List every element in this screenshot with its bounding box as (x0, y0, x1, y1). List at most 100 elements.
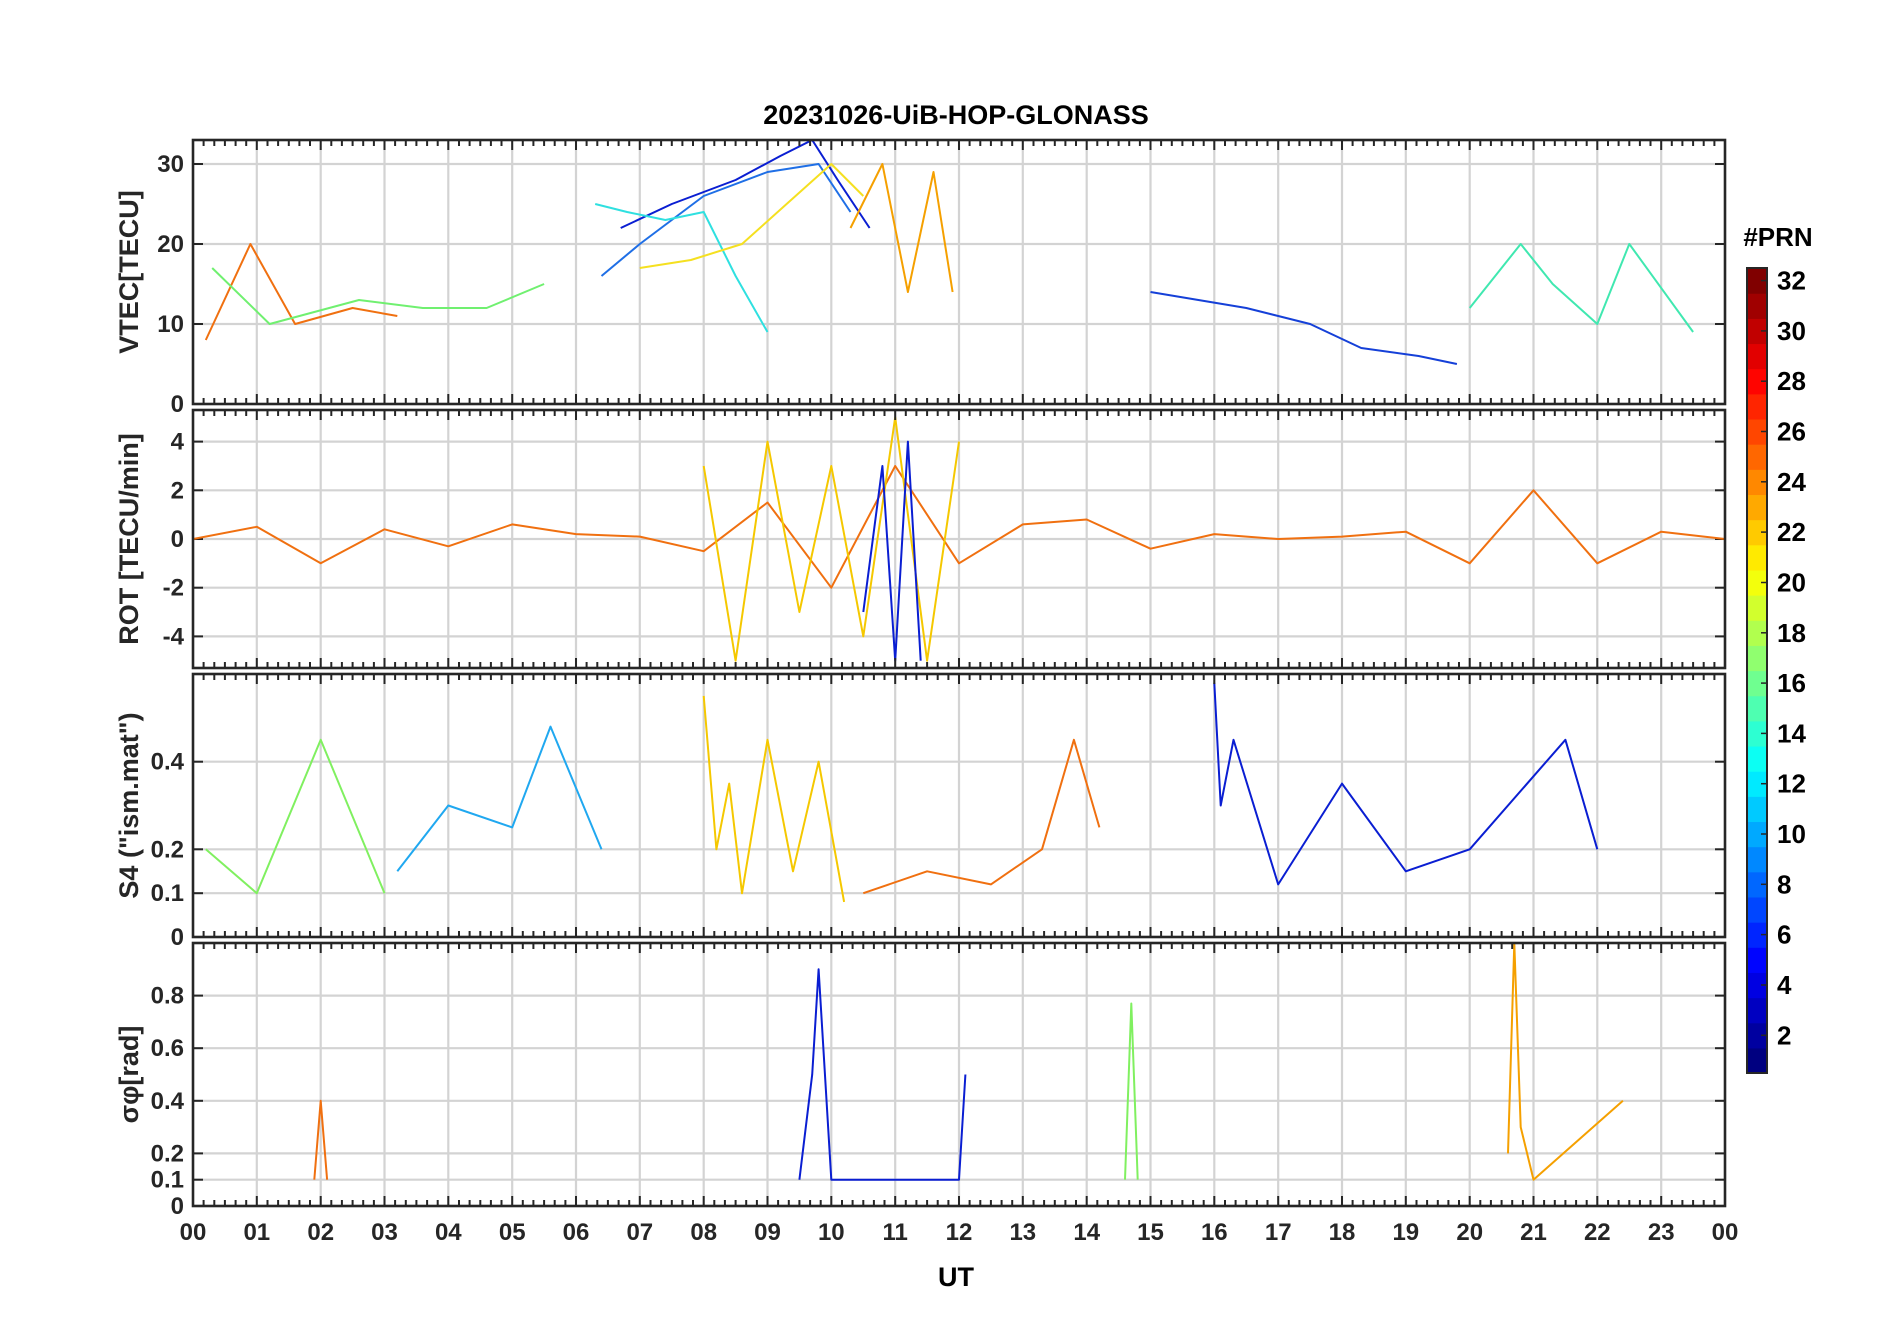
panel-2: -4 -2 0 2 4 ROT [TECU/min] (114, 408, 1727, 670)
y-tick-label: 0 (171, 391, 184, 418)
x-tick-label: 03 (371, 1219, 398, 1246)
axes-box (191, 408, 1727, 670)
colorbar-segment (1747, 947, 1767, 973)
colorbar-segment (1747, 645, 1767, 672)
colorbar-segment (1747, 720, 1767, 747)
x-tick-label: 02 (307, 1219, 334, 1246)
y-tick-label: 2 (171, 477, 184, 504)
y-axis-label: σφ[rad] (114, 1026, 144, 1124)
series-line (313, 1099, 329, 1180)
series-line (1124, 1002, 1139, 1180)
colorbar-segment (1747, 268, 1767, 294)
colorbar-segment (1747, 569, 1767, 596)
colorbar-segment (1747, 997, 1767, 1024)
series-group (204, 140, 1694, 365)
colorbar-segment (1747, 544, 1767, 571)
colorbar-tick-label: 28 (1777, 366, 1806, 396)
axes-box (191, 672, 1727, 939)
x-tick-label: 04 (435, 1219, 462, 1246)
colorbar-tick-label: 18 (1777, 618, 1806, 648)
series-line (620, 140, 871, 229)
colorbar-tick-label: 32 (1777, 266, 1806, 296)
y-tick-label: 0.2 (151, 1140, 184, 1167)
series-line (639, 163, 865, 269)
colorbar-segment (1747, 444, 1767, 470)
x-tick-label: 06 (563, 1219, 590, 1246)
x-tick-label: 12 (946, 1219, 973, 1246)
x-tick-label: 11 (883, 1219, 908, 1246)
colorbar-frame (1746, 267, 1768, 1074)
colorbar-segment (1747, 821, 1767, 848)
colorbar-segment (1747, 771, 1767, 797)
colorbar-tick-label: 14 (1777, 718, 1806, 748)
colorbar-tick-label: 26 (1777, 417, 1806, 447)
series-line (211, 267, 545, 325)
colorbar-segment (1747, 318, 1767, 345)
colorbar-segment (1747, 368, 1767, 395)
x-tick-label: 01 (243, 1219, 270, 1246)
colorbar-tick-label: 4 (1777, 970, 1792, 1000)
panel-4: 00.10.2 0.4 0.6 0.8 σφ[rad] (114, 941, 1727, 1220)
x-tick-label: 00 (180, 1219, 207, 1246)
x-tick-label: 21 (1520, 1219, 1547, 1246)
panel-3: 0 0.1 0.2 0.4 S4 ("ism.mat") (114, 672, 1727, 951)
series-line (600, 163, 852, 277)
panel-1: 0 10 20 30 VTEC[TECU] (114, 138, 1727, 418)
colorbar-tick-label: 20 (1777, 568, 1806, 598)
colorbar-segment (1747, 846, 1767, 873)
colorbar-segment (1747, 871, 1767, 898)
colorbar-segment (1747, 393, 1767, 420)
x-tick-label: 20 (1456, 1219, 1483, 1246)
x-tick-label: 07 (626, 1219, 653, 1246)
colorbar-segment (1747, 695, 1767, 722)
y-tick-label: -4 (163, 623, 185, 650)
colorbar-title: #PRN (1743, 222, 1812, 252)
x-tick-label: 08 (690, 1219, 717, 1246)
colorbar-tick-label: 2 (1777, 1020, 1791, 1050)
colorbar-tick-label: 22 (1777, 517, 1806, 547)
series-line (396, 725, 603, 872)
x-tick-label: 14 (1073, 1219, 1100, 1246)
series-line (1507, 943, 1624, 1181)
y-tick-label: -2 (163, 575, 184, 602)
colorbar-segment (1747, 1022, 1767, 1049)
y-tick-label: 0.2 (151, 836, 184, 863)
colorbar-segment (1747, 418, 1767, 445)
x-tick-label: 05 (499, 1219, 526, 1246)
series-line (849, 163, 954, 293)
colorbar-tick-label: 12 (1777, 769, 1806, 799)
colorbar-segment (1747, 922, 1767, 948)
series-line (1213, 682, 1599, 886)
colorbar-segment (1747, 972, 1767, 999)
colorbar-segment (1747, 796, 1767, 823)
colorbar-tick-label: 30 (1777, 316, 1806, 346)
series-line (205, 738, 386, 895)
y-tick-label: 0.1 (151, 1167, 184, 1194)
chart-title: 20231026-UiB-HOP-GLONASS (763, 100, 1149, 130)
y-tick-label: 10 (157, 311, 184, 338)
x-tick-label: 22 (1584, 1219, 1611, 1246)
colorbar-segment (1747, 494, 1767, 521)
colorbar-segment (1747, 896, 1767, 923)
y-axis-label: VTEC[TECU] (114, 190, 144, 354)
colorbar-segment (1747, 293, 1767, 319)
y-tick-label: 0 (171, 924, 184, 951)
series-line (862, 738, 1101, 895)
colorbar-segment (1747, 595, 1767, 621)
colorbar-segment (1747, 745, 1767, 772)
colorbar-segment (1747, 343, 1767, 370)
x-tick-label: 13 (1009, 1219, 1036, 1246)
colorbar-segment (1747, 469, 1767, 496)
y-tick-label: 0 (171, 526, 184, 553)
series-line (1150, 291, 1458, 365)
y-tick-label: 4 (171, 429, 185, 456)
colorbar-segment (1747, 1047, 1767, 1074)
x-tick-label: 17 (1265, 1219, 1292, 1246)
x-tick-label: 19 (1392, 1219, 1419, 1246)
x-tick-label: 23 (1648, 1219, 1675, 1246)
series-line (798, 968, 967, 1181)
series-line (193, 465, 1725, 589)
axes-box (191, 941, 1727, 1208)
